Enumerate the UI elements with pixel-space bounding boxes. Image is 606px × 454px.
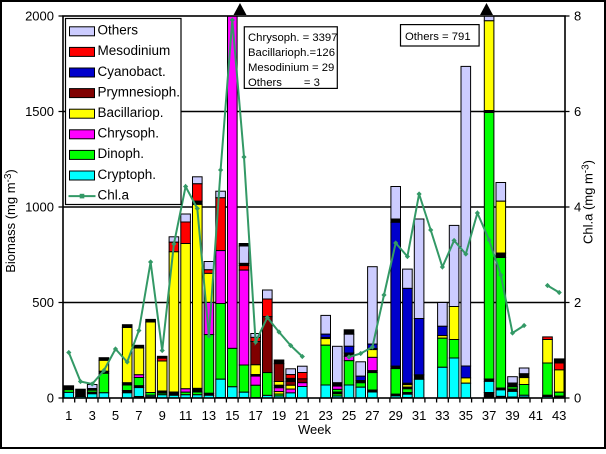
svg-text:19: 19 <box>272 408 286 423</box>
svg-text:Cryptoph.: Cryptoph. <box>98 167 157 182</box>
svg-text:27: 27 <box>365 408 379 423</box>
svg-text:29: 29 <box>388 408 402 423</box>
svg-text:0: 0 <box>574 391 581 406</box>
svg-text:Others = 791: Others = 791 <box>405 31 471 43</box>
svg-text:9: 9 <box>159 408 166 423</box>
svg-text:35: 35 <box>459 408 473 423</box>
svg-text:15: 15 <box>225 408 239 423</box>
svg-text:23: 23 <box>318 408 332 423</box>
svg-text:Biomass (mg m-3): Biomass (mg m-3) <box>3 169 18 273</box>
svg-text:2: 2 <box>574 295 581 310</box>
svg-text:Week: Week <box>298 422 331 437</box>
svg-text:Dinoph.: Dinoph. <box>98 146 145 161</box>
svg-text:41: 41 <box>529 408 543 423</box>
svg-text:6: 6 <box>574 104 581 119</box>
svg-text:11: 11 <box>179 408 193 423</box>
svg-text:37: 37 <box>482 408 496 423</box>
svg-text:500: 500 <box>32 295 54 310</box>
svg-text:Mesodinium = 29: Mesodinium = 29 <box>248 62 334 74</box>
svg-text:1: 1 <box>65 408 72 423</box>
svg-text:21: 21 <box>295 408 309 423</box>
svg-text:39: 39 <box>505 408 519 423</box>
svg-text:Chrysoph. = 3397: Chrysoph. = 3397 <box>248 32 338 44</box>
svg-text:13: 13 <box>202 408 216 423</box>
svg-text:Bacillarioph.=126: Bacillarioph.=126 <box>248 47 335 59</box>
svg-text:3: 3 <box>89 408 96 423</box>
svg-text:1500: 1500 <box>25 104 54 119</box>
svg-text:31: 31 <box>412 408 426 423</box>
svg-text:Mesodinium: Mesodinium <box>98 43 171 58</box>
svg-text:5: 5 <box>112 408 119 423</box>
svg-text:Prymnesioph.: Prymnesioph. <box>98 84 181 99</box>
svg-text:Cyanobact.: Cyanobact. <box>98 64 166 79</box>
svg-text:Others = 3: Others = 3 <box>248 77 320 89</box>
svg-text:Bacillariop.: Bacillariop. <box>98 105 164 120</box>
svg-text:7: 7 <box>135 408 142 423</box>
svg-text:2000: 2000 <box>25 9 54 24</box>
svg-text:0: 0 <box>47 391 54 406</box>
svg-text:Chl.a: Chl.a <box>98 187 130 202</box>
svg-text:Chrysoph.: Chrysoph. <box>98 126 160 141</box>
svg-text:17: 17 <box>248 408 262 423</box>
svg-text:1000: 1000 <box>25 200 54 215</box>
svg-text:25: 25 <box>342 408 356 423</box>
svg-text:43: 43 <box>552 408 566 423</box>
svg-text:8: 8 <box>574 9 581 24</box>
svg-text:33: 33 <box>435 408 449 423</box>
svg-text:Others: Others <box>98 23 139 38</box>
